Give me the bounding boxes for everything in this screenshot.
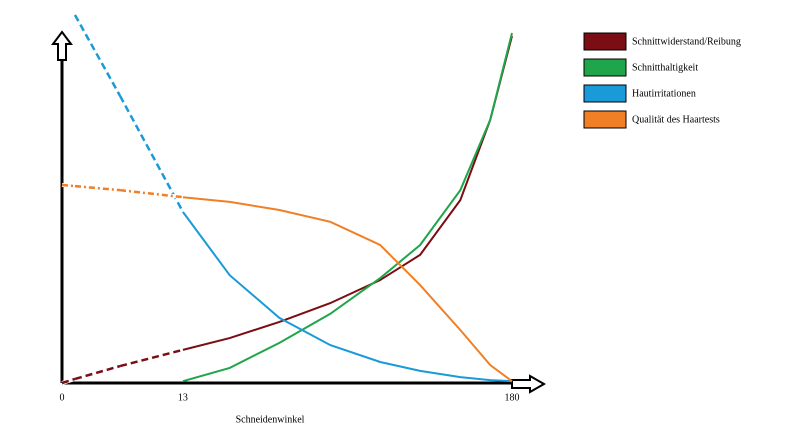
x-tick-label: 0: [60, 392, 65, 403]
x-axis-label: Schneidenwinkel: [236, 414, 305, 425]
dash-segment: [73, 14, 122, 97]
line-path: [61, 184, 513, 383]
series-line: [182, 32, 513, 383]
legend-swatch: [583, 84, 627, 103]
line-path: [74, 14, 513, 383]
series-line: [61, 35, 513, 385]
dash-segment: [74, 364, 121, 381]
legend-swatch: [583, 110, 627, 129]
x-axis-arrow: [511, 374, 547, 394]
dash-segment: [74, 184, 121, 192]
line-path: [182, 32, 513, 383]
series-line: [73, 14, 513, 383]
y-axis-arrow: [51, 30, 73, 61]
legend-label: Qualität des Haartests: [632, 114, 720, 125]
dash-cover: [119, 347, 184, 369]
legend-label: Schnitthaltigkeit: [632, 62, 698, 73]
dash-segment: [119, 188, 184, 199]
dash-segment: [61, 377, 76, 385]
dash-cover: [118, 95, 185, 213]
dash-segment: [61, 183, 76, 188]
legend-swatch: [583, 58, 627, 77]
axes: [60, 58, 526, 385]
legend-label: Hautirritationen: [632, 88, 696, 99]
legend-label: Schnittwiderstand/Reibung: [632, 36, 741, 47]
x-tick-label: 13: [178, 392, 188, 403]
legend-swatch: [583, 32, 627, 51]
x-tick-label: 180: [505, 392, 520, 403]
series-line: [61, 183, 513, 383]
line-path: [61, 35, 513, 384]
